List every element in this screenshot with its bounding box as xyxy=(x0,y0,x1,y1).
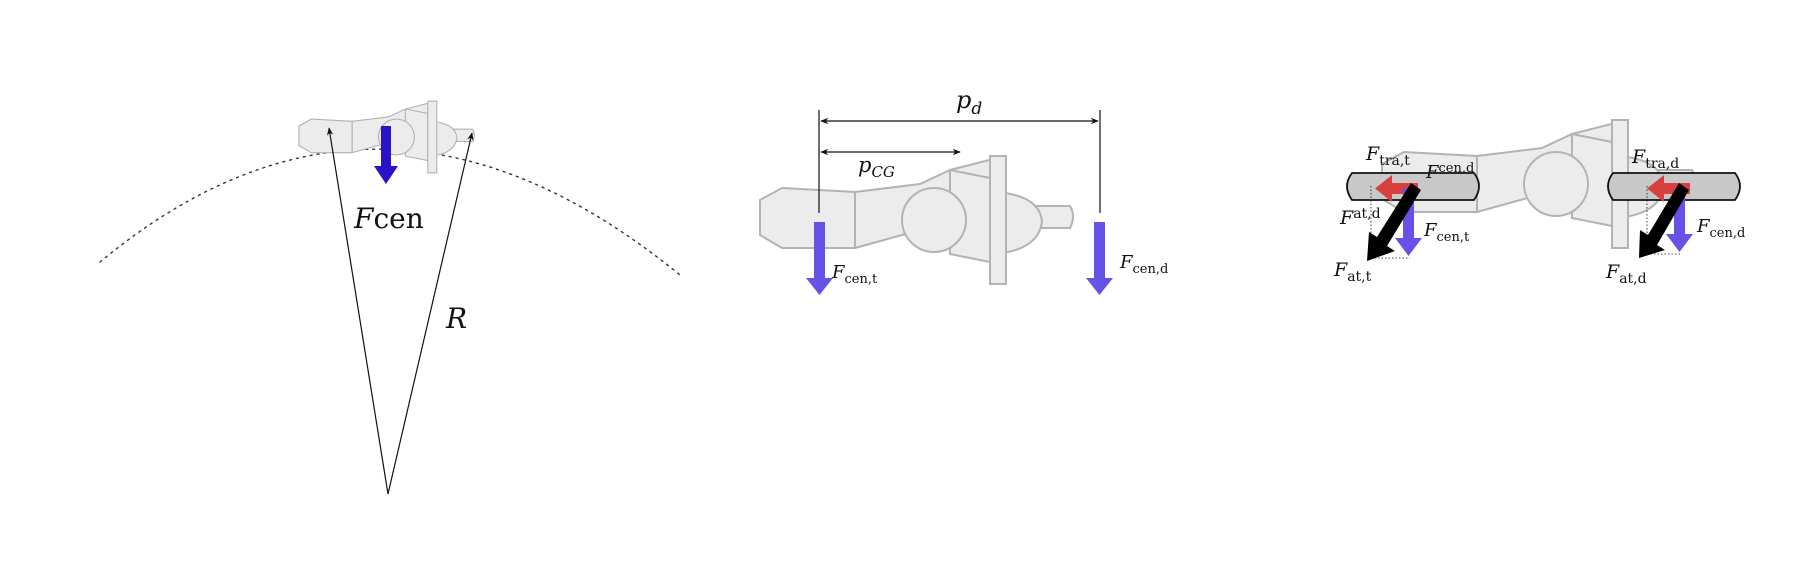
fcen-d-arrow xyxy=(1666,188,1693,252)
radius-line-front xyxy=(387,132,474,495)
fcen-d-label: Fcen,d xyxy=(1696,216,1745,241)
ftra-d-label: Ftra,d xyxy=(1631,146,1679,172)
force-label: Fcen xyxy=(353,202,424,235)
fcen-d-left-label: Fcen,d xyxy=(1425,161,1474,183)
dimension-panel: pd pCG Fcen,t Fcen,d xyxy=(759,86,1168,295)
pd-label: pd xyxy=(956,86,982,119)
fcen-t-label: Fcen,t xyxy=(831,262,878,287)
radius-label: R xyxy=(445,302,467,335)
turn-arc xyxy=(99,148,681,276)
centrifugal-force-arrow xyxy=(374,126,398,184)
ftra-t-label: Ftra,t xyxy=(1365,143,1410,169)
fat-d-arrow xyxy=(1639,183,1689,258)
fcen-d-label: Fcen,d xyxy=(1119,252,1168,277)
pcg-label: pCG xyxy=(858,153,895,181)
fat-t-label: Fat,t xyxy=(1333,259,1372,285)
fcen-t-arrow xyxy=(1395,188,1422,256)
fat-d-label: Fat,d xyxy=(1605,261,1647,287)
fat-d-left-label: Fat,d xyxy=(1339,206,1381,229)
turn-panel: Fcen R xyxy=(99,100,681,495)
fcen-t-arrow xyxy=(806,222,833,295)
fcen-d-arrow xyxy=(1086,222,1113,295)
vehicle-top-view xyxy=(759,155,1074,285)
forces-panel: Ftra,t Fcen,d Fat,d Fcen,t Fat,t F xyxy=(1333,119,1745,287)
radius-line-rear xyxy=(326,127,389,495)
fcen-t-label: Fcen,t xyxy=(1423,220,1470,245)
fat-t-arrow xyxy=(1367,183,1421,261)
